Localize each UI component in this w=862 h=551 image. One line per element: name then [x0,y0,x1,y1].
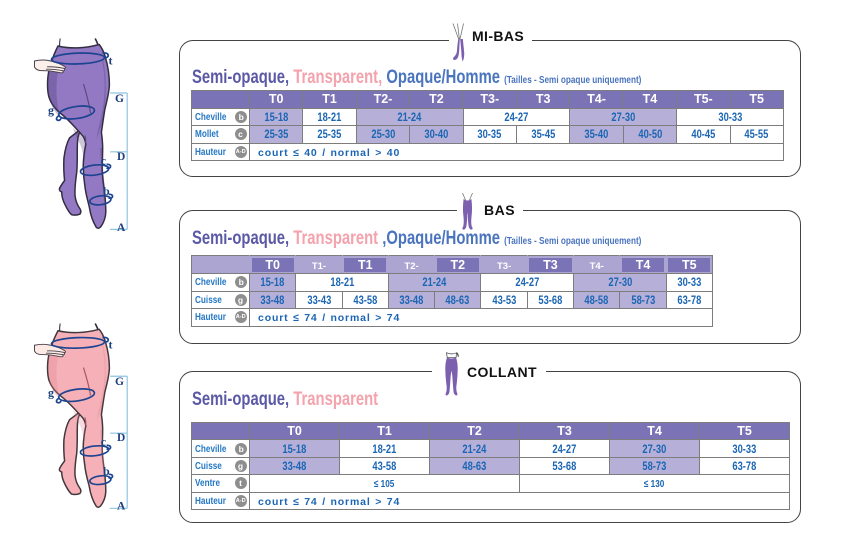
svg-text:t: t [109,338,113,352]
svg-text:g: g [48,103,54,117]
svg-text:b: b [103,184,110,198]
svg-text:G: G [115,93,124,105]
svg-text:A: A [117,222,126,234]
svg-text:t: t [109,54,113,68]
svg-text:D: D [117,432,125,444]
svg-text:c: c [101,434,106,448]
svg-text:A: A [117,501,126,513]
svg-text:g: g [48,386,54,400]
svg-text:c: c [101,153,107,167]
svg-text:b: b [103,464,110,478]
svg-text:D: D [117,151,125,163]
svg-text:G: G [115,376,124,388]
